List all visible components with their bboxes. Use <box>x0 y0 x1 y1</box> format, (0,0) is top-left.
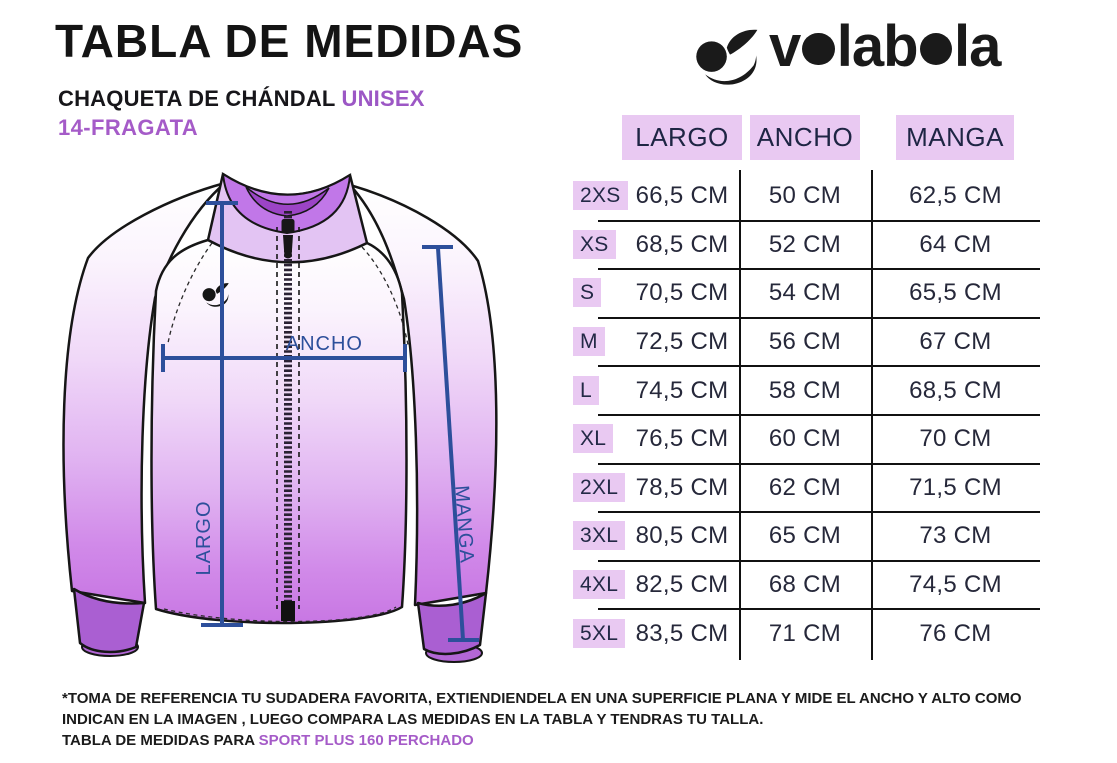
ancho-value: 68 CM <box>768 571 842 599</box>
largo-label: LARGO <box>193 500 215 575</box>
manga-measure-line <box>422 245 479 642</box>
table-row: XL 76,5 CM 60 CM 70 CM <box>565 415 1040 465</box>
footnote-line-3-prefix: TABLA DE MEDIDAS PARA <box>62 732 259 749</box>
model-name: 14-FRAGATA <box>58 115 199 140</box>
size-label: 5XL <box>573 618 626 648</box>
ancho-label: ANCHO <box>286 333 363 355</box>
table-row: 2XS 66,5 CM 50 CM 62,5 CM <box>565 172 1040 222</box>
table-row: 3XL 80,5 CM 65 CM 73 CM <box>565 512 1040 562</box>
largo-value: 82,5 CM <box>635 571 729 599</box>
fabric-highlight: SPORT PLUS 160 PERCHADO <box>258 732 474 749</box>
logo-letter: v <box>769 14 801 79</box>
column-header-largo: LARGO <box>622 115 742 160</box>
ancho-value: 58 CM <box>768 376 842 404</box>
size-label: 2XS <box>573 181 628 211</box>
size-label: XL <box>573 424 614 454</box>
ancho-measure-line <box>161 344 407 372</box>
largo-value: 76,5 CM <box>635 425 729 453</box>
manga-value: 64 CM <box>919 230 992 258</box>
ancho-value: 62 CM <box>768 473 842 501</box>
manga-value: 68,5 CM <box>909 376 1002 404</box>
page-title: TABLA DE MEDIDAS <box>55 15 524 67</box>
zipper-pull <box>283 235 293 259</box>
largo-value: 66,5 CM <box>635 182 729 210</box>
manga-value: 71,5 CM <box>909 473 1002 501</box>
manga-label: MANGA <box>450 485 477 565</box>
column-header-manga: MANGA <box>896 115 1014 160</box>
product-subtitle: CHAQUETA DE CHÁNDAL UNISEX <box>58 86 425 112</box>
column-header-ancho: ANCHO <box>750 115 860 160</box>
manga-value: 62,5 CM <box>909 182 1002 210</box>
table-row: 4XL 82,5 CM 68 CM 74,5 CM <box>565 561 1040 610</box>
size-table: LARGO ANCHO MANGA 2XS 66,5 CM 50 CM 62,5 CM… <box>565 112 1043 668</box>
size-label: L <box>573 375 599 405</box>
footnote-line-2: INDICAN EN LA IMAGEN , LUEGO COMPARA LAS… <box>62 711 764 728</box>
ancho-value: 60 CM <box>768 425 842 453</box>
manga-value: 73 CM <box>919 522 992 550</box>
ancho-value: 71 CM <box>768 619 842 647</box>
largo-value: 78,5 CM <box>635 473 729 501</box>
largo-value: 68,5 CM <box>635 230 729 258</box>
jacket-seams <box>163 242 409 623</box>
zipper-slider <box>281 219 295 233</box>
ancho-value: 54 CM <box>768 279 842 307</box>
jacket-zipper <box>276 211 300 621</box>
ancho-value: 52 CM <box>768 230 842 258</box>
largo-measure-line <box>201 201 243 627</box>
manga-value: 74,5 CM <box>909 571 1002 599</box>
manga-value: 70 CM <box>919 425 992 453</box>
size-label: XS <box>573 229 616 259</box>
brand-icon <box>696 29 758 85</box>
largo-value: 70,5 CM <box>635 279 729 307</box>
largo-value: 72,5 CM <box>635 328 729 356</box>
table-row: 5XL 83,5 CM 71 CM 76 CM <box>565 609 1040 658</box>
manga-value: 65,5 CM <box>909 279 1002 307</box>
footnote-line-1: *TOMA DE REFERENCIA TU SUDADERA FAVORITA… <box>62 690 1022 707</box>
table-row: 2XL 78,5 CM 62 CM 71,5 CM <box>565 464 1040 513</box>
jacket-diagram: LARGO ANCHO MANGA <box>62 172 498 663</box>
logo-letter: b <box>883 14 918 79</box>
ancho-value: 50 CM <box>768 182 842 210</box>
ancho-value: 56 CM <box>768 328 842 356</box>
zipper-bottom-stop <box>281 601 295 621</box>
size-label: M <box>573 327 605 357</box>
size-label: 2XL <box>573 472 626 502</box>
jacket-cuffs <box>72 587 488 663</box>
jacket-body <box>150 238 408 625</box>
footnote-line-3: TABLA DE MEDIDAS PARA SPORT PLUS 160 PER… <box>62 730 1092 751</box>
table-row: S 70,5 CM 54 CM 65,5 CM <box>565 269 1040 319</box>
logo-letter-o <box>919 32 953 65</box>
size-table-body: 2XS 66,5 CM 50 CM 62,5 CM XS 68,5 CM 52 CM 64 C… <box>565 172 1040 658</box>
logo-letter: a <box>969 14 1001 79</box>
logo-letter: l <box>836 14 853 79</box>
largo-value: 74,5 CM <box>635 376 729 404</box>
table-row: L 74,5 CM 58 CM 68,5 CM <box>565 366 1040 416</box>
largo-value: 80,5 CM <box>635 522 729 550</box>
logo-letter: a <box>851 14 884 79</box>
manga-value: 76 CM <box>919 619 992 647</box>
manga-value: 67 CM <box>919 328 992 356</box>
unisex-highlight: UNISEX <box>341 86 425 111</box>
largo-value: 83,5 CM <box>635 619 729 647</box>
size-label: S <box>573 278 602 308</box>
size-label: 3XL <box>573 521 626 551</box>
ancho-value: 65 CM <box>768 522 842 550</box>
table-row: XS 68,5 CM 52 CM 64 CM <box>565 221 1040 270</box>
footnote: *TOMA DE REFERENCIA TU SUDADERA FAVORITA… <box>62 688 1092 751</box>
table-row: M 72,5 CM 56 CM 67 CM <box>565 318 1040 367</box>
logo-letter: l <box>954 14 970 79</box>
logo-letter-o <box>802 32 835 65</box>
size-label: 4XL <box>573 570 626 600</box>
product-type: CHAQUETA DE CHÁNDAL <box>58 86 336 111</box>
